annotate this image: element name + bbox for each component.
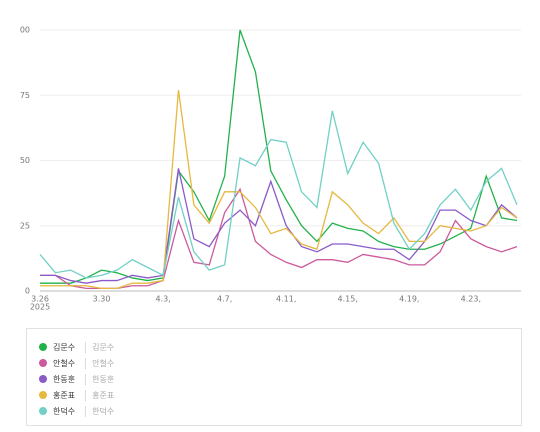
- legend-swatch: [39, 375, 47, 383]
- legend-swatch: [39, 359, 47, 367]
- series-line: [40, 89, 518, 290]
- x-tick-label: 4.23,: [461, 295, 481, 304]
- x-tick-label: 4.19,: [399, 295, 419, 304]
- x-tick-label: 4.7,: [217, 295, 232, 304]
- y-tick-label: 75: [20, 91, 30, 100]
- chart: 0 25 50 75 00 3.26 3.30 4.3, 4.7, 4.11, 4.15, 4.19,…: [20, 26, 521, 312]
- x-tick-label: 4.15,: [338, 295, 358, 304]
- legend-sublabel: 한덕수: [85, 405, 114, 417]
- legend-sublabel: 안철수: [85, 357, 114, 369]
- legend-label: 홍준표: [53, 390, 76, 400]
- legend-label: 안철수: [53, 358, 76, 368]
- legend-sublabel: 한동훈: [85, 373, 114, 385]
- legend-swatch: [39, 391, 47, 399]
- y-tick-label: 00: [20, 26, 30, 35]
- legend-sublabel: 김문수: [85, 341, 114, 353]
- series-line: [39, 110, 518, 279]
- legend-sublabel: 홍준표: [85, 389, 114, 401]
- x-tick-label: 3.30: [93, 295, 111, 304]
- legend-item[interactable]: 한덕수 한덕수: [39, 403, 509, 419]
- legend-swatch: [39, 407, 47, 415]
- legend-label: 한동훈: [53, 374, 76, 384]
- x-year-label: 2025: [30, 303, 50, 312]
- y-tick-label: 0: [25, 287, 30, 296]
- x-tick-label: 3.26: [31, 295, 49, 304]
- legend-item[interactable]: 홍준표 홍준표: [39, 387, 509, 403]
- legend-label: 한덕수: [53, 406, 76, 416]
- legend-item[interactable]: 한동훈 한동훈: [39, 371, 509, 387]
- y-tick-label: 50: [20, 156, 30, 165]
- x-tick-label: 4.3,: [155, 295, 170, 304]
- series-line: [40, 29, 518, 284]
- legend-item[interactable]: 안철수 안철수: [39, 355, 509, 371]
- legend-label: 김문수: [53, 342, 76, 352]
- x-tick-label: 4.11,: [276, 295, 296, 304]
- y-tick-label: 25: [20, 221, 30, 230]
- legend-item[interactable]: 김문수 김문수: [39, 339, 509, 355]
- series-line: [40, 168, 518, 284]
- legend-swatch: [39, 343, 47, 351]
